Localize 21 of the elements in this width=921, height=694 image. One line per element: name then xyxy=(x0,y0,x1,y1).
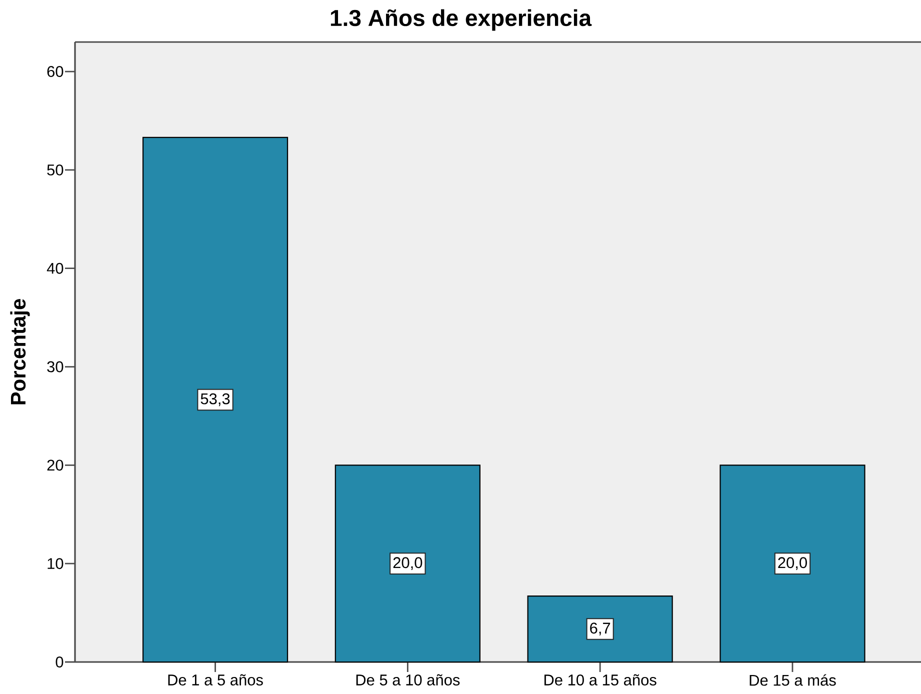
y-axis-title: Porcentaje xyxy=(10,299,30,404)
bar xyxy=(527,596,673,663)
bar xyxy=(334,464,480,663)
data-label: 20,0 xyxy=(778,557,807,570)
y-tick-label: 0 xyxy=(56,656,64,668)
bar xyxy=(720,464,866,663)
y-tick-label: 40 xyxy=(46,262,64,274)
y-tick-label: 20 xyxy=(47,460,64,471)
y-tick-label: 10 xyxy=(48,558,64,570)
x-tick-label: De 15 a más xyxy=(750,674,836,686)
data-label: 53,3 xyxy=(200,393,230,406)
x-tick-label: De 1 a 5 años xyxy=(168,674,263,686)
x-tick-label: De 5 a 10 años xyxy=(356,674,460,686)
data-label: 6,7 xyxy=(590,622,610,636)
bar xyxy=(142,136,288,663)
y-tick-label: 60 xyxy=(47,66,64,78)
y-tick-label: 30 xyxy=(47,361,64,372)
chart-title: 1.3 Años de experiencia xyxy=(330,9,592,31)
y-tick-label: 50 xyxy=(47,164,64,176)
x-tick-label: De 10 a 15 años xyxy=(544,674,656,686)
data-label: 20,0 xyxy=(393,557,422,570)
